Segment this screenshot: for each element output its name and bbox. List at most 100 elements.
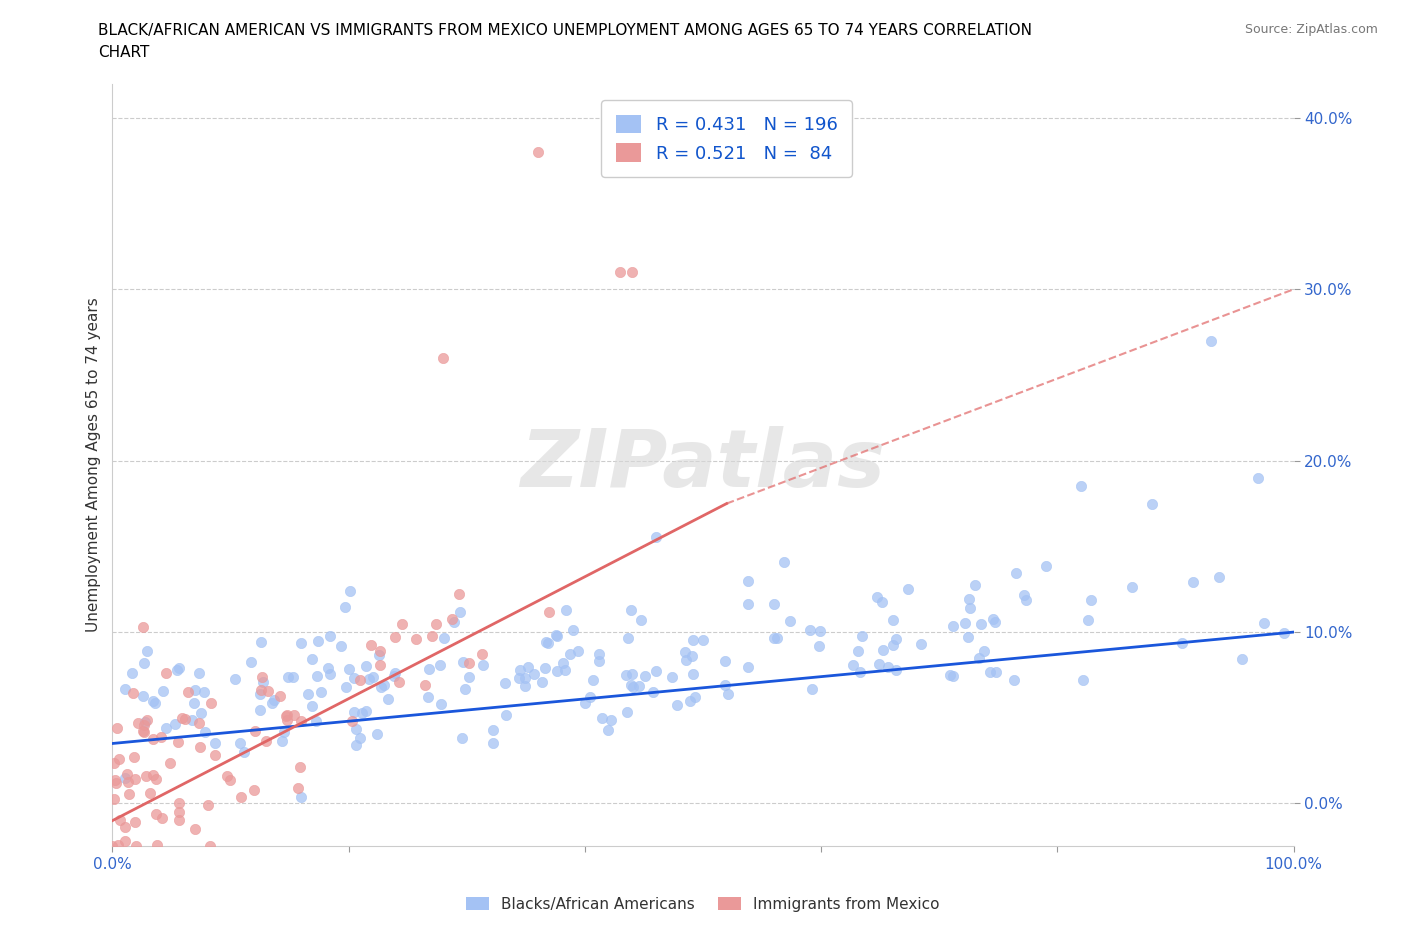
Point [350,706,373,721]
Point [276,712,298,727]
Point [848,644,870,658]
Point [897,582,920,597]
Point [841,658,863,672]
Point [184,821,207,836]
Point [108,751,131,766]
Point [377,692,399,707]
Point [114,770,136,785]
Point [884,631,907,646]
Point [368,648,391,663]
Point [621,265,644,280]
Point [276,707,298,722]
Legend: Blacks/African Americans, Immigrants from Mexico: Blacks/African Americans, Immigrants fro… [460,890,946,918]
Point [124,771,146,786]
Point [673,644,696,659]
Point [333,600,356,615]
Point [155,666,177,681]
Point [870,594,893,609]
Point [197,798,219,813]
Point [290,713,312,728]
Point [970,617,993,631]
Point [135,768,157,783]
Point [132,619,155,634]
Point [482,736,505,751]
Point [143,696,166,711]
Point [1002,672,1025,687]
Point [269,689,291,704]
Point [233,745,256,760]
Point [955,616,977,631]
Point [1253,615,1275,630]
Point [301,651,323,666]
Point [443,615,465,630]
Point [167,804,190,819]
Point [620,678,643,693]
Point [665,698,688,712]
Point [134,724,156,739]
Point [138,786,160,801]
Point [849,664,872,679]
Point [596,723,619,737]
Point [1077,613,1099,628]
Point [614,668,637,683]
Point [884,663,907,678]
Point [356,703,378,718]
Point [297,686,319,701]
Point [523,667,546,682]
Point [169,661,191,676]
Point [340,713,363,728]
Point [121,666,143,681]
Point [114,819,136,834]
Point [801,682,824,697]
Point [183,696,205,711]
Point [361,670,384,684]
Point [136,644,159,658]
Point [283,708,305,723]
Point [942,618,965,633]
Point [420,629,443,644]
Point [370,680,392,695]
Point [103,791,125,806]
Point [142,768,165,783]
Point [373,677,395,692]
Point [714,677,737,692]
Point [1199,333,1222,348]
Point [1004,565,1026,580]
Point [979,664,1001,679]
Point [263,693,285,708]
Point [346,737,368,752]
Point [190,706,212,721]
Point [337,661,360,676]
Point [127,716,149,731]
Point [384,630,406,644]
Point [441,612,464,627]
Point [318,666,340,681]
Point [134,718,156,733]
Point [807,638,830,653]
Point [882,637,904,652]
Point [866,589,889,604]
Point [188,666,211,681]
Point [588,646,610,661]
Point [117,786,139,801]
Point [307,633,329,648]
Point [159,756,181,771]
Point [339,584,361,599]
Point [169,796,191,811]
Point [682,667,704,682]
Point [910,636,932,651]
Point [425,617,447,631]
Point [114,833,136,848]
Point [546,663,568,678]
Point [413,678,436,693]
Point [276,709,298,724]
Point [882,613,904,628]
Point [561,623,583,638]
Point [150,811,173,826]
Point [737,659,759,674]
Point [354,659,377,674]
Point [692,633,714,648]
Point [661,670,683,684]
Point [616,704,638,719]
Point [115,766,138,781]
